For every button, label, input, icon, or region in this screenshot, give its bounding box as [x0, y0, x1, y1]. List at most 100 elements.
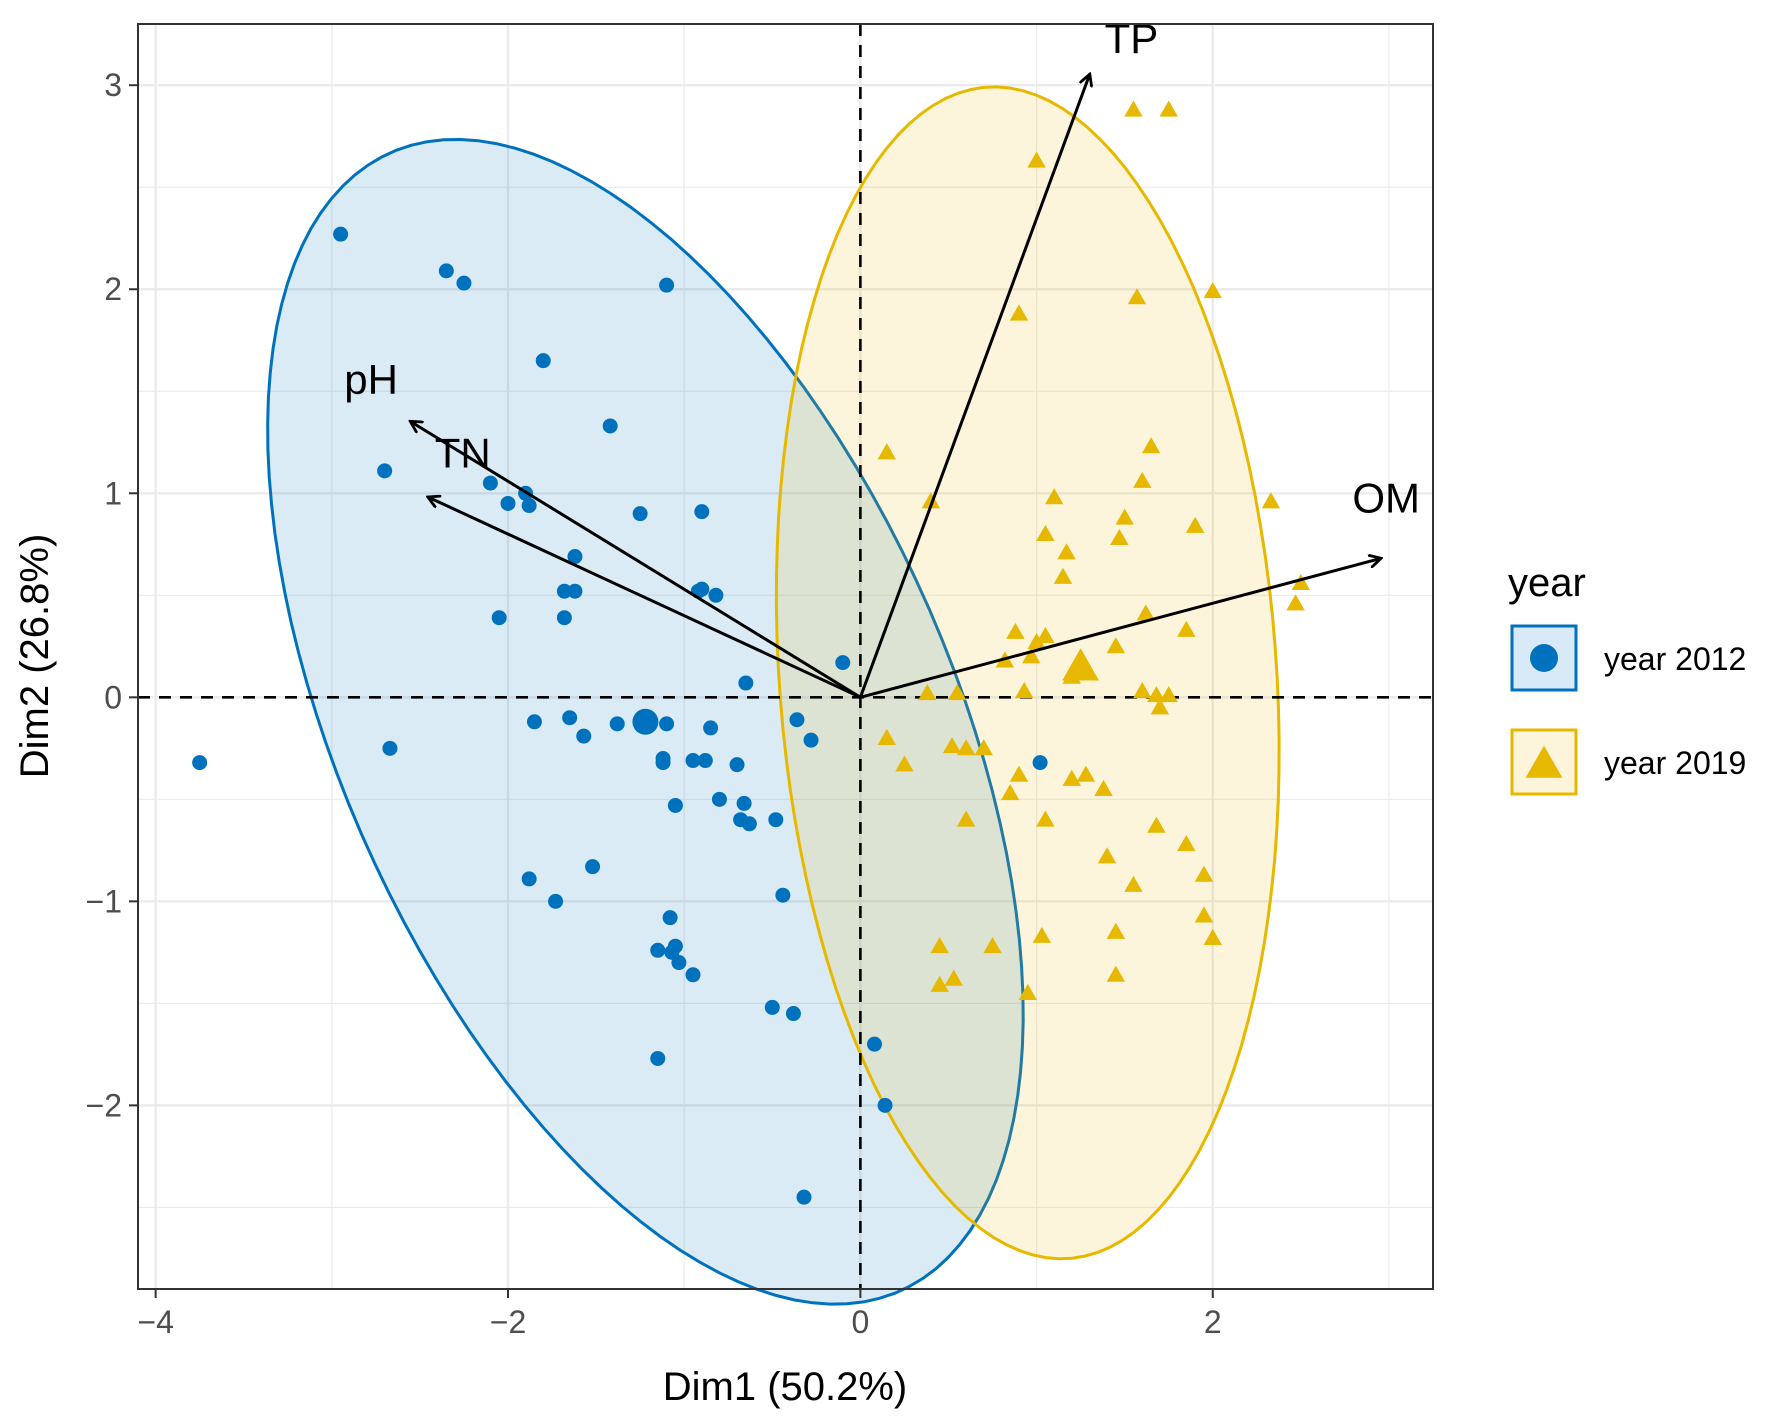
data-point: [685, 967, 701, 983]
data-point: [694, 581, 710, 597]
data-point: [1062, 769, 1082, 786]
data-point: [535, 353, 551, 369]
data-point: [1015, 681, 1034, 699]
data-point: [1150, 698, 1170, 715]
data-point: [662, 910, 678, 926]
data-point: [659, 277, 675, 293]
data-point: [1018, 983, 1037, 1001]
data-point: [685, 753, 701, 769]
legend: year year 2012 year 2019: [1508, 561, 1746, 796]
data-point: [1159, 100, 1178, 117]
data-point: [1022, 647, 1041, 664]
group-centroid: [632, 708, 659, 735]
data-point: [1203, 282, 1222, 299]
data-point: [1094, 779, 1113, 797]
legend-triangle-marker: [1525, 745, 1563, 778]
x-tick-label: −2: [490, 1304, 526, 1340]
data-point: [768, 812, 784, 828]
data-point: [1185, 516, 1205, 533]
data-point: [921, 492, 941, 509]
data-point: [711, 791, 727, 807]
data-point: [1009, 765, 1029, 782]
individual-points: [192, 100, 1311, 1205]
data-point: [667, 938, 683, 954]
data-point: [895, 755, 914, 772]
legend-label-2012: year 2012: [1604, 641, 1746, 677]
legend-label-2019: year 2019: [1604, 745, 1746, 781]
data-point: [456, 275, 472, 291]
data-point: [1194, 865, 1214, 882]
vector-label-om: OM: [1352, 475, 1420, 522]
data-point: [1147, 686, 1166, 703]
data-point: [1127, 288, 1147, 305]
variable-vectors: TP pH TN OM: [344, 15, 1420, 699]
vector-tn: [429, 497, 862, 699]
data-point: [1115, 508, 1134, 525]
data-point: [694, 504, 710, 520]
data-point: [741, 816, 757, 832]
y-tick-label: 0: [104, 679, 122, 715]
data-point: [1106, 922, 1126, 939]
data-point: [877, 443, 897, 460]
data-point: [1000, 784, 1020, 801]
data-point: [1036, 524, 1055, 541]
data-point: [729, 757, 745, 773]
vector-om: [859, 559, 1380, 699]
data-point: [1106, 637, 1126, 654]
vector-label-tp: TP: [1105, 15, 1159, 62]
data-point: [930, 937, 949, 954]
data-point: [567, 583, 583, 599]
legend-title: year: [1508, 561, 1586, 605]
data-point: [609, 716, 625, 732]
reference-lines: [138, 24, 1433, 1289]
data-point: [482, 475, 498, 491]
y-tick-label: −2: [86, 1087, 122, 1123]
data-point: [1097, 847, 1117, 864]
data-point: [796, 1189, 812, 1205]
data-point: [983, 937, 1002, 954]
data-point: [1133, 471, 1152, 488]
data-point: [1053, 567, 1073, 584]
data-point: [1124, 100, 1143, 117]
data-point: [585, 859, 601, 875]
data-point: [1032, 926, 1052, 943]
data-point: [1194, 906, 1214, 923]
data-point: [556, 583, 572, 599]
x-axis-title: Dim1 (50.2%): [663, 1365, 908, 1409]
data-point: [438, 263, 454, 279]
data-point: [1036, 626, 1055, 643]
x-tick-label: 2: [1204, 1304, 1222, 1340]
grid-lines: [138, 24, 1433, 1289]
data-point: [944, 969, 963, 986]
data-point: [1286, 594, 1305, 611]
data-point: [650, 1050, 666, 1066]
data-point: [974, 739, 993, 756]
data-point: [1076, 765, 1096, 782]
y-tick-label: 3: [104, 67, 122, 103]
data-point: [785, 1006, 801, 1022]
data-point: [956, 739, 976, 756]
data-point: [1291, 573, 1311, 590]
data-point: [521, 871, 537, 887]
data-point: [1044, 488, 1064, 505]
data-point: [650, 942, 666, 958]
data-point: [1203, 928, 1222, 945]
x-tick-label: −4: [137, 1304, 173, 1340]
data-point: [738, 675, 754, 691]
data-point: [877, 728, 897, 746]
data-point: [803, 732, 819, 748]
data-point: [192, 755, 208, 771]
data-point: [1009, 304, 1029, 321]
data-point: [526, 714, 542, 730]
vector-ph: [411, 422, 862, 699]
y-tick-label: 2: [104, 271, 122, 307]
data-point: [1006, 622, 1025, 639]
data-point: [1106, 965, 1126, 982]
data-point: [1032, 755, 1048, 771]
data-point: [1177, 620, 1196, 637]
data-point: [775, 887, 791, 903]
vector-tp: [858, 75, 1089, 698]
data-point: [1136, 604, 1156, 621]
plot-panel: [138, 24, 1433, 1289]
x-tick-label: 0: [851, 1304, 869, 1340]
